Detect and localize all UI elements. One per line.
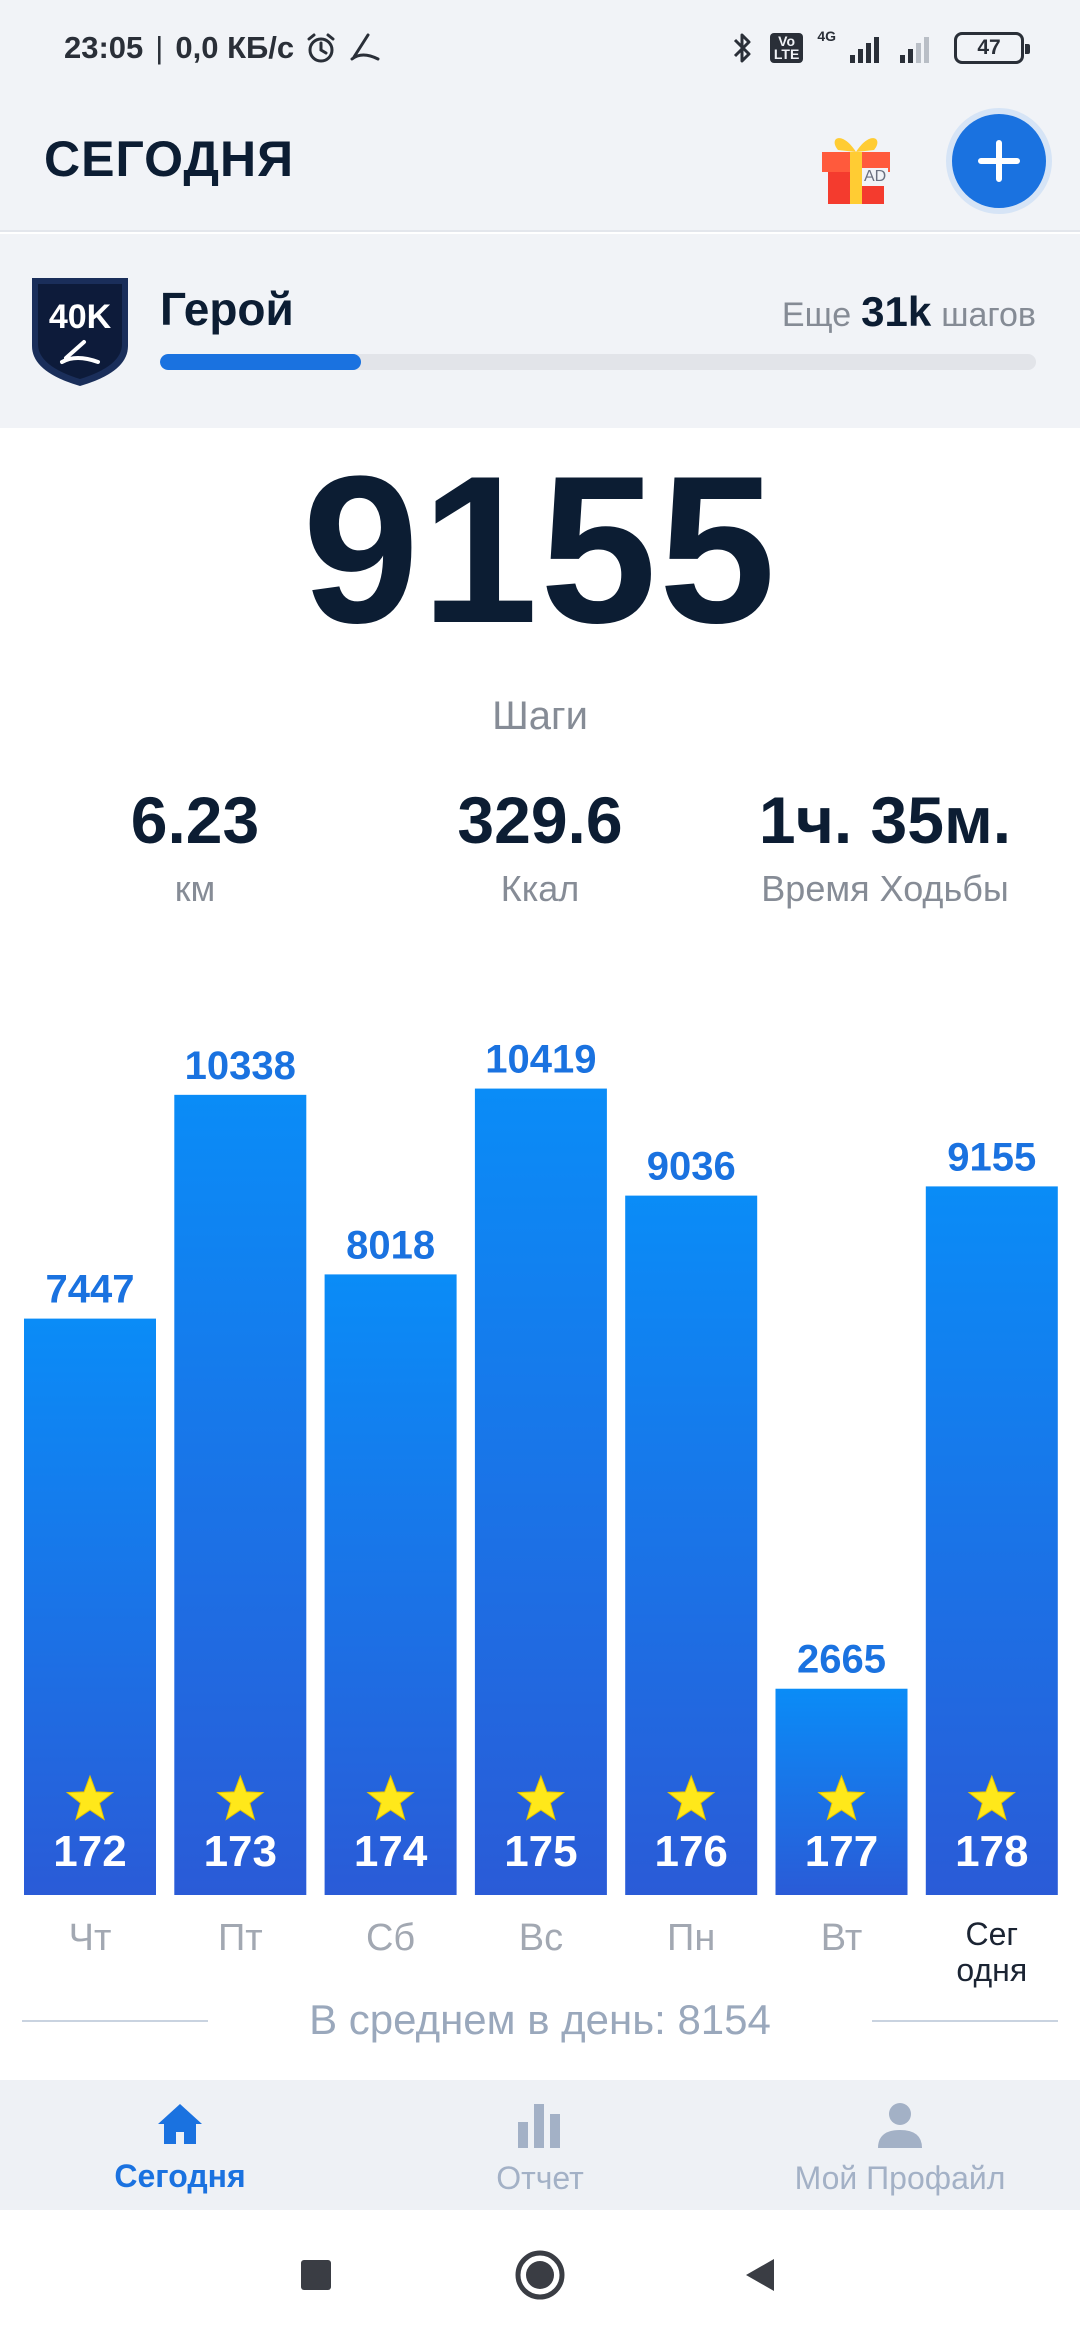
steps-count: 9155 [302, 432, 778, 667]
system-navigation-bar [0, 2210, 1080, 2340]
status-time: 23:05 [64, 30, 144, 65]
chart-bar-value: 10419 [485, 1038, 596, 1082]
chart-day-label: Чт [69, 1917, 112, 1959]
star-icon [216, 1774, 265, 1821]
page-title: СЕГОДНЯ [44, 131, 295, 187]
add-button[interactable] [946, 108, 1052, 214]
nav-tab-profile-label: Мой Профайл [794, 2160, 1006, 2196]
average-divider-right [872, 2020, 1058, 2022]
chart-day-label: Сб [366, 1917, 415, 1959]
chart-bar-badge: 174 [354, 1827, 428, 1876]
recents-button[interactable] [256, 2210, 376, 2340]
chart-day-label: Сег [966, 1916, 1019, 1952]
battery-level: 47 [977, 36, 1001, 59]
stat-distance-label: км [174, 868, 216, 909]
chart-day-label: Пн [667, 1917, 715, 1959]
home-system-button[interactable] [480, 2210, 600, 2340]
ad-label: AD [862, 168, 889, 186]
level-remaining: Еще 31k шагов [782, 288, 1036, 336]
bar-chart-icon [518, 2104, 560, 2148]
stat-calories-value: 329.6 [457, 783, 623, 857]
chart-bar-value: 10338 [185, 1044, 296, 1088]
level-name: Герой [160, 283, 294, 335]
back-button[interactable] [700, 2210, 820, 2340]
weekly-steps-chart: 7447 172 Чт 10338 173 Пт 8018 174 Сб 10419 175 Вс 90… [24, 1038, 1058, 1988]
chart-bar-badge: 177 [805, 1827, 878, 1876]
level-remaining-suffix: шагов [941, 296, 1036, 334]
stat-distance-value: 6.23 [130, 783, 260, 857]
average-divider-left [22, 2020, 208, 2022]
chart-bar-value: 9036 [647, 1145, 736, 1189]
chart-bar-badge: 175 [504, 1827, 577, 1876]
chart-bar-value: 7447 [46, 1268, 135, 1312]
chart-bar-badge: 176 [654, 1827, 727, 1876]
plus-icon [978, 140, 1020, 182]
star-icon [667, 1774, 716, 1821]
chart-bar-badge: 178 [955, 1827, 1028, 1876]
status-network-speed: 0,0 КБ/с [175, 30, 295, 65]
stat-calories: 329.6 Ккал [370, 780, 710, 910]
stat-walking-time-label: Время Ходьбы [761, 868, 1009, 909]
star-icon [65, 1774, 115, 1821]
level-progress-bar [160, 354, 1036, 370]
nav-tab-report[interactable]: Отчет [360, 2080, 720, 2210]
star-icon [366, 1774, 415, 1821]
level-remaining-value: 31k [861, 288, 932, 335]
level-card[interactable]: 40K Герой Еще 31k шагов [0, 234, 1080, 428]
circle-icon [515, 2250, 565, 2300]
stat-distance: 6.23 км [25, 780, 365, 910]
nav-tab-profile[interactable]: Мой Профайл [720, 2080, 1080, 2210]
bottom-navigation: Сегодня Отчет Мой Профайл [0, 2080, 1080, 2210]
home-icon [158, 2104, 202, 2144]
square-icon [301, 2260, 331, 2290]
app-notification-icon [350, 33, 380, 61]
stat-calories-label: Ккал [500, 868, 580, 909]
chart-bar-value: 9155 [947, 1135, 1036, 1179]
average-per-day: В среднем в день: 8154 [309, 1996, 771, 2043]
signal-icon [850, 37, 879, 63]
level-badge-icon: 40K [32, 278, 128, 386]
gift-icon[interactable] [816, 118, 896, 208]
alarm-icon [307, 33, 335, 63]
chart-bar[interactable] [474, 1088, 607, 1895]
stat-walking-time-value: 1ч. 35м. [758, 783, 1012, 857]
level-remaining-prefix: Еще [781, 296, 852, 334]
steps-label: Шаги [492, 694, 588, 738]
status-bar: 23:05 | 0,0 КБ/с Vo LTE 4G [0, 0, 1080, 96]
network-type: 4G [817, 28, 836, 44]
app-header: СЕГОДНЯ AD [0, 96, 1080, 232]
chart-bar-value: 8018 [346, 1223, 435, 1267]
chart-day-label: Вс [519, 1917, 563, 1959]
back-triangle-icon [746, 2259, 774, 2291]
nav-tab-report-label: Отчет [496, 2160, 584, 2196]
star-icon [516, 1774, 566, 1821]
chart-bar-badge: 173 [204, 1827, 277, 1876]
status-separator: | [155, 30, 164, 65]
star-icon [967, 1774, 1016, 1821]
bluetooth-icon [733, 33, 751, 63]
stat-walking-time: 1ч. 35м. Время Ходьбы [715, 780, 1055, 910]
chart-day-label: одня [956, 1952, 1027, 1988]
chart-bar-badge: 172 [53, 1827, 126, 1876]
level-progress-fill [160, 354, 362, 370]
nav-tab-today-label: Сегодня [114, 2158, 246, 2194]
volte-badge: Vo LTE [769, 33, 804, 63]
star-icon [817, 1774, 866, 1821]
chart-bar[interactable] [174, 1094, 307, 1895]
battery-icon: 47 [954, 32, 1030, 64]
signal-icon-2 [900, 37, 929, 63]
chart-day-label: Пт [218, 1917, 263, 1959]
nav-tab-today[interactable]: Сегодня [0, 2080, 360, 2210]
level-badge-text: 40K [49, 298, 112, 336]
chart-day-label: Вт [821, 1917, 863, 1959]
profile-icon [878, 2103, 922, 2148]
chart-bar-value: 2665 [797, 1638, 886, 1682]
